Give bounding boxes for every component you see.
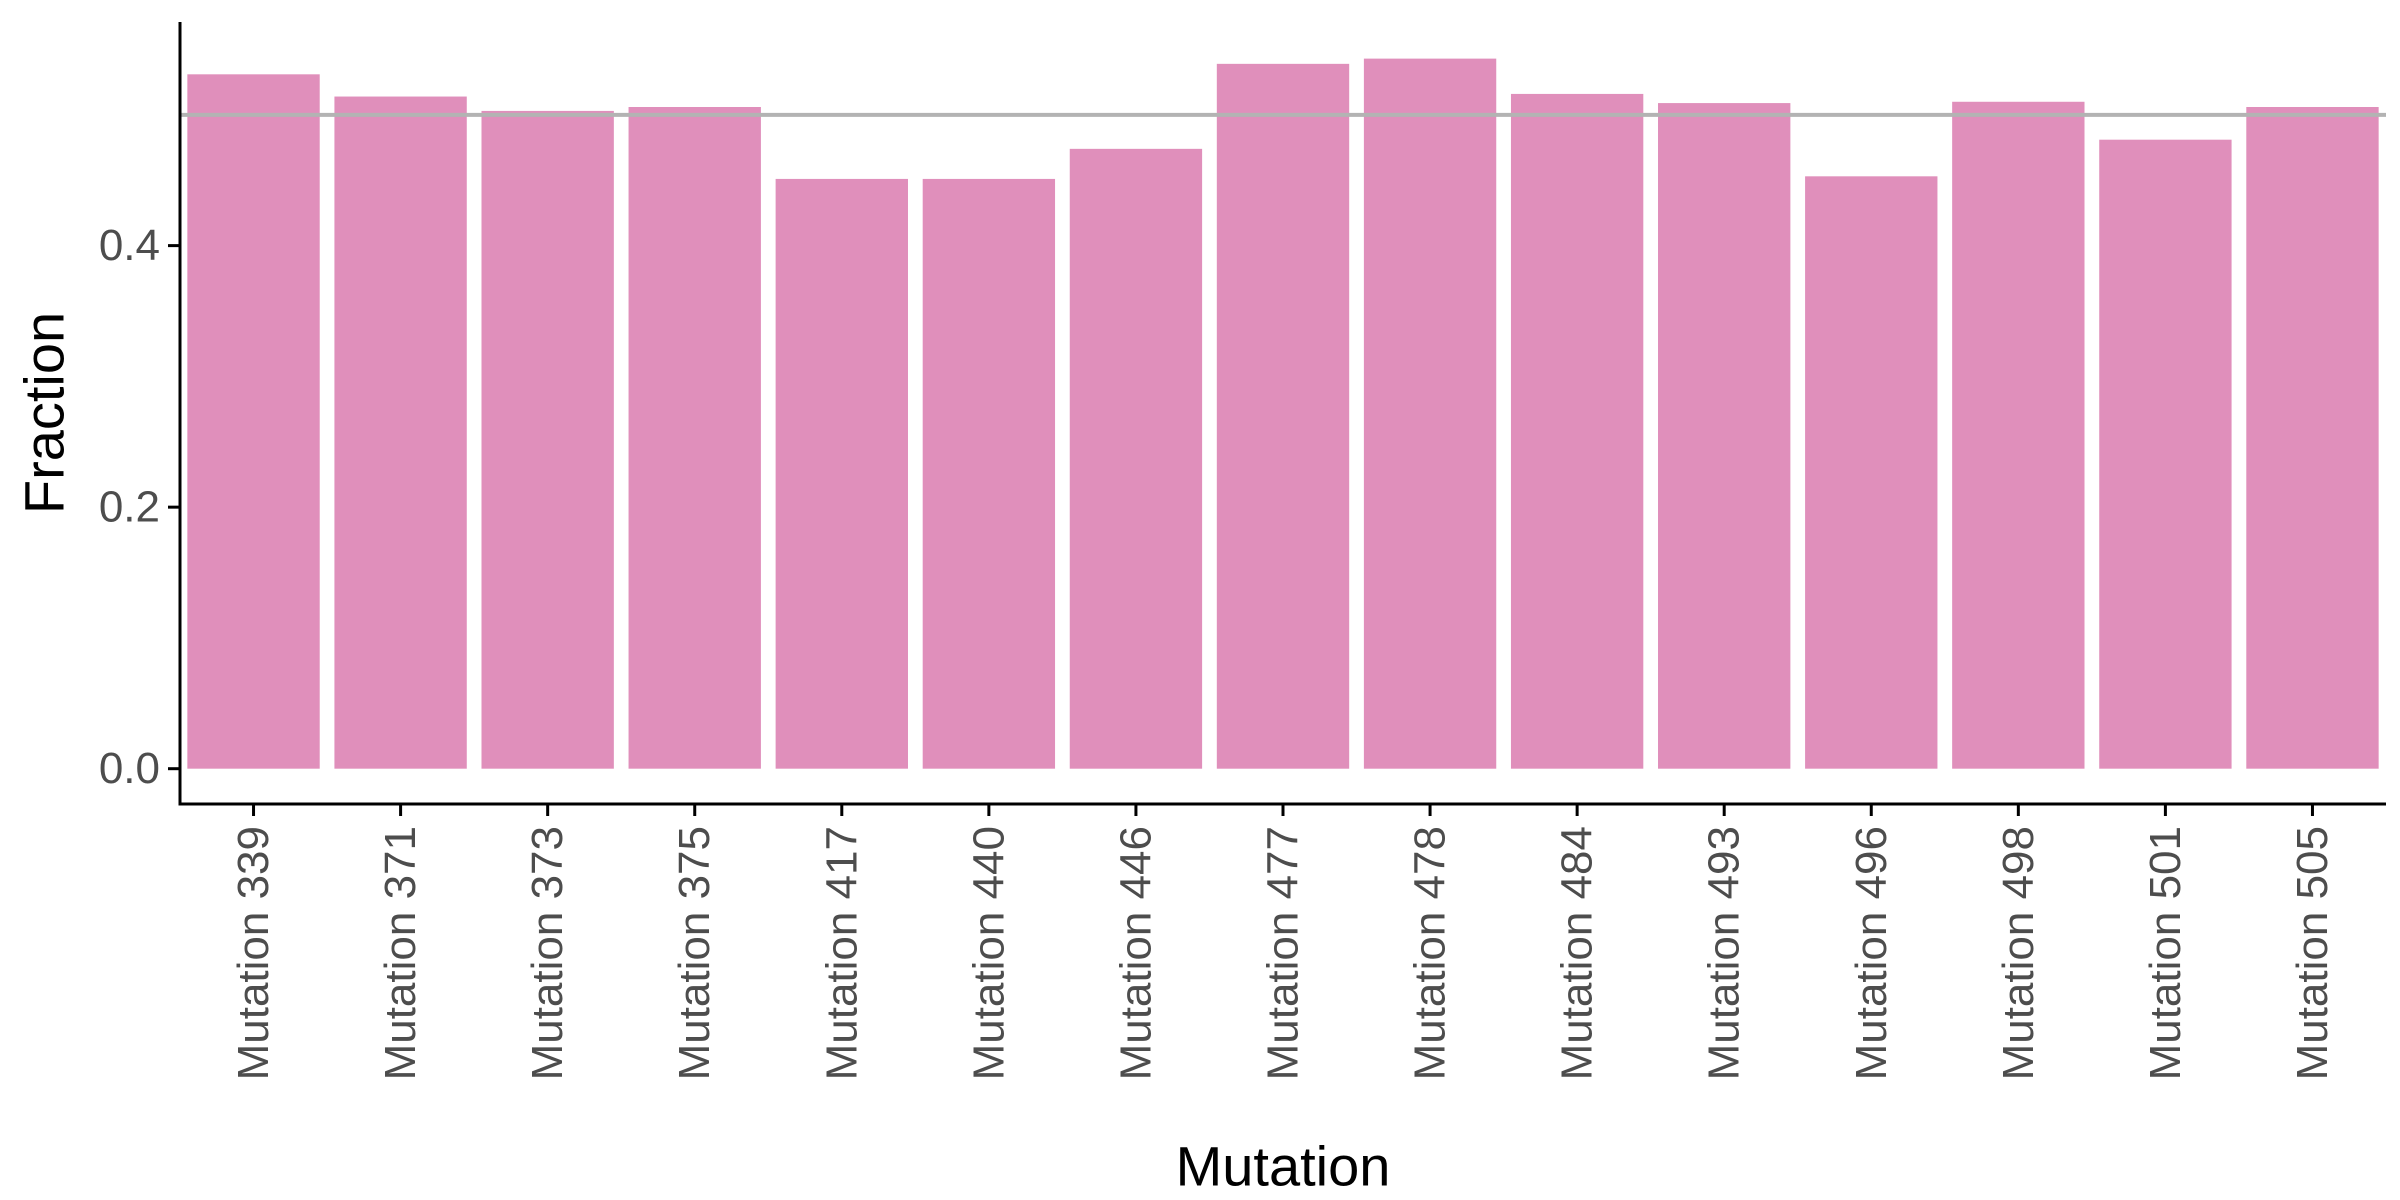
bars-group	[187, 58, 2379, 769]
x-tick-label: Mutation 440	[964, 826, 1013, 1080]
bar	[2246, 107, 2379, 769]
x-tick-label: Mutation 339	[229, 826, 278, 1080]
x-tick-label: Mutation 501	[2141, 826, 2190, 1080]
y-tick-label: 0.4	[99, 221, 160, 270]
bar	[775, 178, 908, 769]
bar	[2099, 139, 2232, 769]
bar	[1510, 93, 1644, 769]
bar	[1952, 101, 2085, 769]
y-ticks-group: 0.0 0.2 0.4	[99, 221, 180, 793]
bar	[1658, 103, 1791, 769]
x-tick-label: Mutation 484	[1553, 826, 1602, 1080]
bar	[1069, 148, 1203, 769]
x-tick-label: Mutation 477	[1259, 826, 1308, 1080]
bar	[481, 110, 614, 769]
x-tick-label: Mutation 417	[817, 826, 866, 1080]
x-tick-label: Mutation 498	[1994, 826, 2043, 1080]
bar	[922, 178, 1056, 769]
x-tick-label: Mutation 493	[1700, 826, 1749, 1080]
bar	[187, 74, 320, 769]
y-axis-title: Fraction	[13, 312, 76, 514]
x-tick-label: Mutation 505	[2288, 826, 2337, 1080]
x-tick-label: Mutation 373	[523, 826, 572, 1080]
x-axis-title: Mutation	[1176, 1135, 1391, 1198]
x-tick-label: Mutation 371	[376, 826, 425, 1080]
bar	[334, 96, 467, 769]
x-ticks-group: Mutation 339 Mutation 371 Mutation 373 Muta…	[229, 804, 2337, 1080]
x-tick-label: Mutation 375	[670, 826, 719, 1080]
x-tick-label: Mutation 496	[1847, 826, 1896, 1080]
y-tick-label: 0.2	[99, 483, 160, 532]
bar	[1363, 58, 1497, 769]
x-tick-label: Mutation 446	[1111, 826, 1160, 1080]
bar	[1805, 176, 1938, 769]
x-tick-label: Mutation 478	[1406, 826, 1455, 1080]
bar	[1216, 63, 1350, 769]
bar	[628, 107, 761, 769]
y-tick-label: 0.0	[99, 744, 160, 793]
